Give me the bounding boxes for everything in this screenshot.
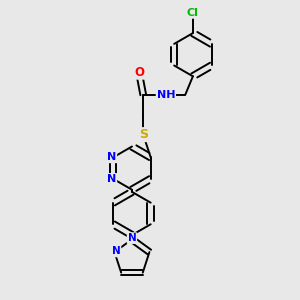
Text: O: O xyxy=(134,66,144,79)
Text: N: N xyxy=(107,174,116,184)
Text: N: N xyxy=(107,152,116,162)
Text: N: N xyxy=(112,246,121,256)
Text: NH: NH xyxy=(157,90,175,100)
Text: N: N xyxy=(128,233,136,243)
Text: S: S xyxy=(139,128,148,141)
Text: Cl: Cl xyxy=(187,8,199,18)
